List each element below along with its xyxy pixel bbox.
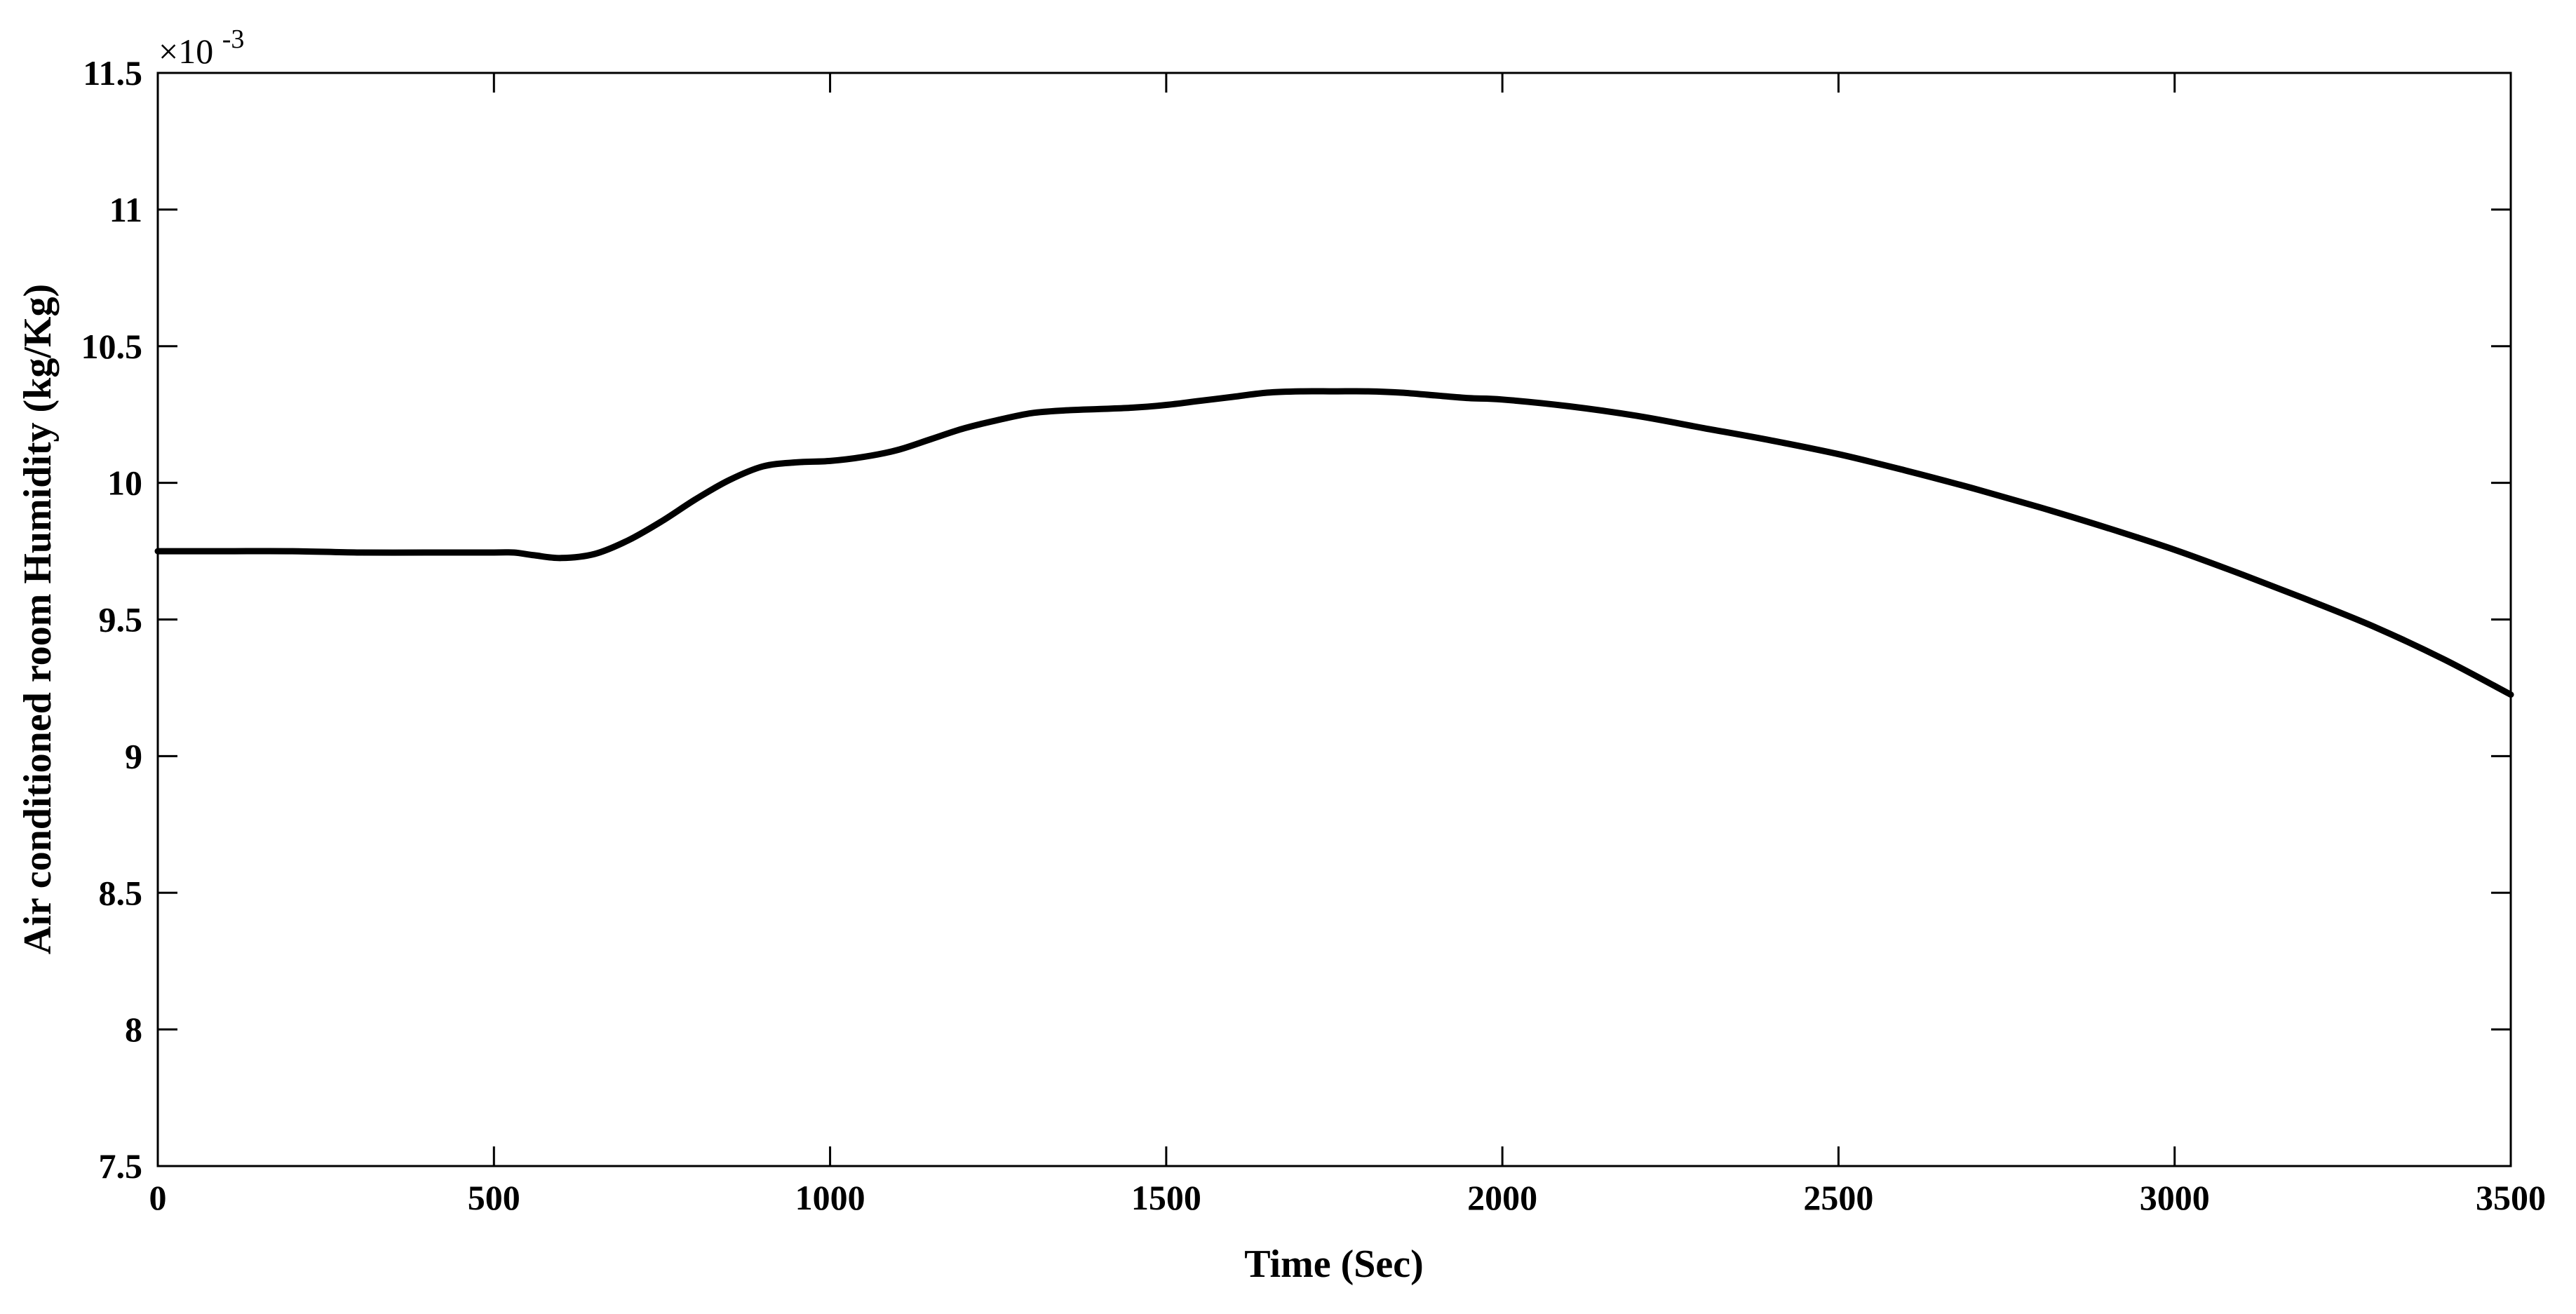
x-tick-label: 0 (149, 1178, 167, 1217)
y-axis-title: Air conditioned room Humidity (kg/Kg) (16, 284, 60, 954)
y-tick-label: 10.5 (81, 327, 143, 366)
y-tick-label: 11.5 (83, 53, 142, 93)
y-multiplier-exponent: -3 (222, 25, 245, 54)
y-tick-label: 10 (107, 463, 142, 503)
y-tick-label: 9 (125, 736, 142, 775)
x-tick-label: 1500 (1131, 1178, 1201, 1217)
y-multiplier-label: ×10 -3 (159, 25, 244, 71)
x-axis-title: Time (Sec) (1244, 1242, 1424, 1286)
plot-area (158, 73, 2511, 1166)
x-tick-label: 2000 (1467, 1178, 1537, 1217)
y-tick-label: 8 (125, 1010, 142, 1049)
y-tick-label: 11 (109, 190, 142, 229)
y-tick-label: 7.5 (99, 1146, 143, 1186)
plot-frame (156, 72, 2512, 1167)
x-tick-labels: 0 500 1000 1500 2000 2500 3000 3500 (149, 1178, 2547, 1217)
humidity-series-line (154, 388, 2514, 698)
y-multiplier-prefix: ×10 (159, 32, 213, 71)
y-tick-labels: 7.5 8 8.5 9 9.5 10 10.5 11 11.5 (81, 53, 143, 1186)
x-tick-label: 3000 (2140, 1178, 2210, 1217)
x-tick-label: 1000 (795, 1178, 865, 1217)
y-tick-label: 8.5 (99, 873, 143, 912)
x-tick-label: 500 (468, 1178, 520, 1217)
x-tick-label: 3500 (2476, 1178, 2546, 1217)
x-tick-label: 2500 (1803, 1178, 1873, 1217)
y-tick-label: 9.5 (99, 600, 143, 639)
